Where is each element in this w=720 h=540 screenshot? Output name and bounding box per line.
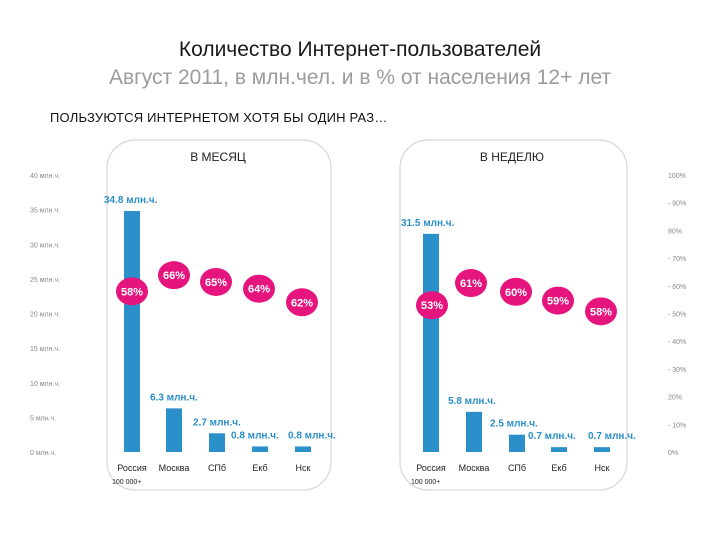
y2-tick-label: - 90%: [668, 201, 686, 208]
percent-label: 59%: [547, 296, 569, 308]
bar: [252, 446, 268, 452]
panel-week: [399, 139, 628, 491]
y2-tick-label: - 10%: [668, 422, 686, 429]
panel-title: В НЕДЕЛЮ: [480, 150, 544, 164]
bar-value-label: 5.8 млн.ч.: [448, 396, 496, 407]
bar: [295, 446, 311, 452]
bar-value-label: 0.7 млн.ч.: [528, 431, 576, 442]
category-note: 100 000+: [112, 479, 141, 486]
category-note: 100 000+: [411, 479, 440, 486]
y-tick-label: 10 млн.ч.: [30, 381, 60, 388]
section-label: ПОЛЬЗУЮТСЯ ИНТЕРНЕТОМ ХОТЯ БЫ ОДИН РАЗ…: [50, 110, 388, 125]
bar-value-label: 0.8 млн.ч.: [288, 430, 336, 441]
y-tick-label: 35 млн.ч.: [30, 208, 60, 215]
bar: [166, 408, 182, 452]
category-label: Россия: [416, 463, 446, 473]
percent-label: 61%: [460, 278, 482, 290]
bar-value-label: 34.8 млн.ч.: [104, 195, 158, 206]
bar-value-label: 31.5 млн.ч.: [401, 218, 455, 229]
category-label: Россия: [117, 463, 147, 473]
y2-tick-label: 0%: [668, 450, 678, 457]
percent-label: 58%: [121, 286, 143, 298]
panel-title: В МЕСЯЦ: [190, 150, 246, 164]
bar: [509, 434, 525, 452]
y-tick-label: 40 млн.ч.: [30, 173, 60, 180]
y2-tick-label: - 60%: [668, 284, 686, 291]
percent-bubble: [286, 288, 318, 317]
percent-bubble: [416, 291, 448, 320]
y-tick-label: 20 млн.ч.: [30, 312, 60, 319]
bar-value-label: 2.7 млн.ч.: [193, 417, 241, 428]
percent-bubble: [455, 269, 487, 298]
percent-bubble: [585, 297, 617, 326]
percent-label: 66%: [163, 270, 185, 282]
panel-month: [106, 139, 332, 491]
chart-title: Количество Интернет-пользователей: [178, 38, 542, 61]
bar-value-label: 6.3 млн.ч.: [150, 392, 198, 403]
y-tick-label: 5 млн.ч.: [30, 415, 56, 422]
bar: [423, 233, 439, 452]
percent-label: 60%: [505, 287, 527, 299]
y2-tick-label: 20%: [668, 395, 682, 402]
percent-label: 65%: [205, 277, 227, 289]
percent-label: 64%: [248, 284, 270, 296]
percent-bubble: [116, 277, 148, 306]
category-label: Нск: [296, 463, 311, 473]
y2-tick-label: 80%: [668, 228, 682, 235]
bar: [209, 433, 225, 452]
bar-value-label: 2.5 млн.ч.: [490, 419, 538, 430]
bar: [124, 211, 140, 452]
y2-tick-label: - 40%: [668, 339, 686, 346]
category-label: Екб: [252, 463, 267, 473]
y-tick-label: 15 млн.ч.: [30, 346, 60, 353]
category-label: СПб: [208, 463, 226, 473]
category-label: Нск: [595, 463, 610, 473]
category-label: Москва: [459, 463, 490, 473]
percent-bubble: [158, 261, 190, 290]
percent-label: 53%: [421, 300, 443, 312]
percent-bubble: [200, 267, 232, 296]
chart-subtitle: Август 2011, в млн.чел. и в % от населен…: [108, 66, 612, 89]
bar: [594, 447, 610, 452]
y-tick-label: 30 млн.ч.: [30, 242, 60, 249]
category-label: Екб: [551, 463, 566, 473]
bar-value-label: 0.7 млн.ч.: [588, 431, 636, 442]
percent-bubble: [243, 274, 275, 303]
y2-tick-label: - 50%: [668, 312, 686, 319]
bar: [551, 447, 567, 452]
percent-label: 62%: [291, 297, 313, 309]
percent-label: 58%: [590, 306, 612, 318]
y2-tick-label: - 70%: [668, 256, 686, 263]
y2-tick-label: - 30%: [668, 367, 686, 374]
category-label: СПб: [508, 463, 526, 473]
y-tick-label: 25 млн.ч.: [30, 277, 60, 284]
percent-bubble: [500, 277, 532, 306]
y2-tick-label: 100%: [668, 173, 686, 180]
percent-bubble: [542, 286, 574, 315]
bar: [466, 411, 482, 452]
category-label: Москва: [159, 463, 190, 473]
y-tick-label: 0 млн.ч.: [30, 450, 56, 457]
bar-value-label: 0.8 млн.ч.: [231, 430, 279, 441]
